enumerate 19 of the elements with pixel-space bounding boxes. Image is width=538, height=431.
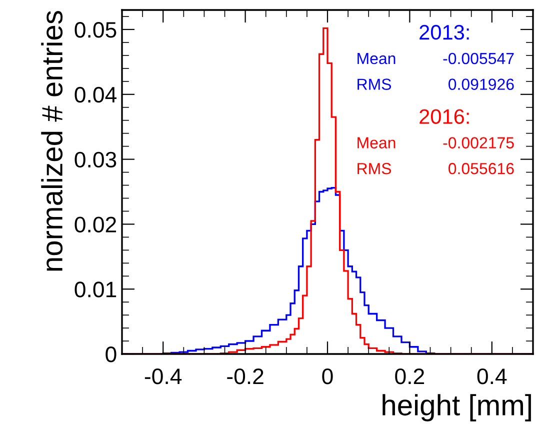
text: RMS 0.055616 bbox=[358, 162, 514, 174]
y-tick-label: 0.05 bbox=[74, 22, 116, 38]
y-tick-label: 0 bbox=[106, 346, 116, 362]
y-tick-label: 0.02 bbox=[74, 216, 116, 232]
x-tick-label: 0 bbox=[322, 368, 333, 384]
x-tick-label: 0.4 bbox=[477, 368, 507, 384]
text: RMS 0.091926 bbox=[358, 78, 514, 90]
x-tick-label: -0.4 bbox=[144, 368, 182, 384]
text: Mean -0.002175 bbox=[358, 137, 514, 148]
y-tick-label: 0.03 bbox=[74, 152, 116, 168]
y-tick-label: 0.01 bbox=[74, 282, 116, 298]
text: Mean -0.005547 bbox=[358, 52, 514, 64]
x-tick-label: -0.2 bbox=[227, 368, 264, 384]
y-tick-label: 0.04 bbox=[74, 86, 116, 103]
x-axis-title: height [mm] bbox=[382, 394, 531, 422]
text: 2013: bbox=[420, 24, 469, 40]
x-tick-label: 0.2 bbox=[395, 368, 424, 384]
text: 2016: bbox=[420, 109, 469, 124]
y-axis-title: normalized # entries bbox=[41, 11, 63, 271]
